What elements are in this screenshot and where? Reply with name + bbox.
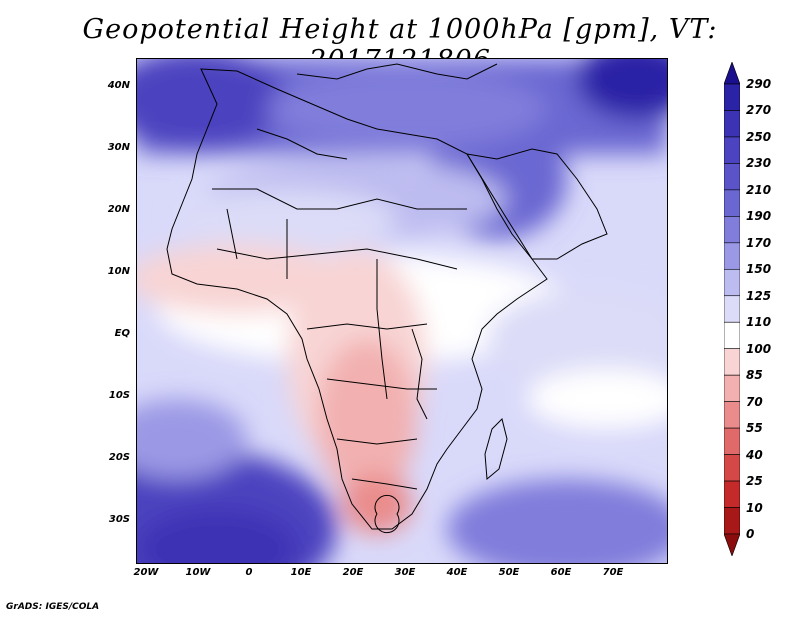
colorbar-swatch	[724, 533, 740, 556]
colorbar-swatch	[724, 216, 740, 244]
lon-label: 10E	[290, 567, 312, 578]
lat-label: 40N	[107, 80, 130, 91]
colorbar-swatch	[724, 110, 740, 138]
colorbar-level-label: 100	[746, 341, 772, 356]
colorbar-level-label: 85	[746, 368, 763, 383]
map-canvas	[137, 59, 667, 563]
lon-label: 60E	[550, 567, 572, 578]
colorbar-swatch	[724, 268, 740, 297]
lon-label: 50E	[498, 567, 520, 578]
colorbar-swatch	[724, 163, 740, 191]
colorbar-swatch	[724, 83, 740, 111]
lon-label: 10W	[185, 567, 211, 578]
lon-label: 70E	[602, 567, 624, 578]
lat-label: 10N	[107, 266, 130, 277]
colorbar-level-label: 170	[746, 235, 772, 250]
colorbar-swatch	[724, 242, 740, 270]
colorbar-level-label: 110	[746, 315, 772, 330]
colorbar-level-label: 250	[746, 129, 772, 144]
lon-label: 40E	[446, 567, 468, 578]
colorbar-level-label: 40	[746, 447, 763, 462]
coastlines	[166, 63, 608, 534]
lat-label: 30S	[108, 514, 130, 525]
colorbar	[724, 62, 740, 556]
colorbar-swatch	[724, 321, 740, 350]
lon-label: 20W	[133, 567, 159, 578]
lon-label: 30E	[394, 567, 416, 578]
colorbar-swatch	[724, 401, 740, 429]
colorbar-swatch	[724, 136, 740, 164]
lat-label: 10S	[108, 390, 130, 401]
colorbar-swatch	[724, 295, 740, 323]
lat-label: EQ	[114, 328, 130, 339]
colorbar-level-label: 70	[746, 394, 763, 409]
colorbar-level-label: 10	[746, 500, 763, 515]
lat-label: 20S	[108, 452, 130, 463]
colorbar-swatch	[724, 427, 740, 455]
colorbar-level-label: 210	[746, 182, 772, 197]
colorbar-swatch	[724, 454, 740, 482]
map-plot-area	[136, 58, 668, 564]
credit-text: GrADS: IGES/COLA	[6, 602, 100, 612]
colorbar-level-label: 125	[746, 288, 772, 303]
colorbar-swatch	[724, 480, 740, 508]
colorbar-level-label: 0	[746, 527, 755, 541]
colorbar-swatch	[724, 62, 740, 85]
colorbar-swatch	[724, 374, 740, 402]
colorbar-swatch	[724, 348, 740, 376]
lat-label: 30N	[107, 142, 130, 153]
colorbar-level-label: 190	[746, 209, 772, 224]
lon-label: 20E	[342, 567, 364, 578]
colorbar-level-label: 290	[746, 77, 772, 91]
lon-label: 0	[245, 567, 253, 578]
colorbar-swatch	[724, 189, 740, 217]
colorbar-swatch	[724, 507, 740, 535]
lat-label: 20N	[107, 204, 130, 215]
colorbar-level-label: 270	[746, 103, 772, 118]
colorbar-level-label: 25	[746, 474, 763, 489]
colorbar-level-label: 55	[746, 421, 763, 436]
colorbar-level-label: 230	[746, 156, 772, 171]
height-field	[137, 59, 667, 563]
colorbar-level-label: 150	[746, 262, 772, 277]
